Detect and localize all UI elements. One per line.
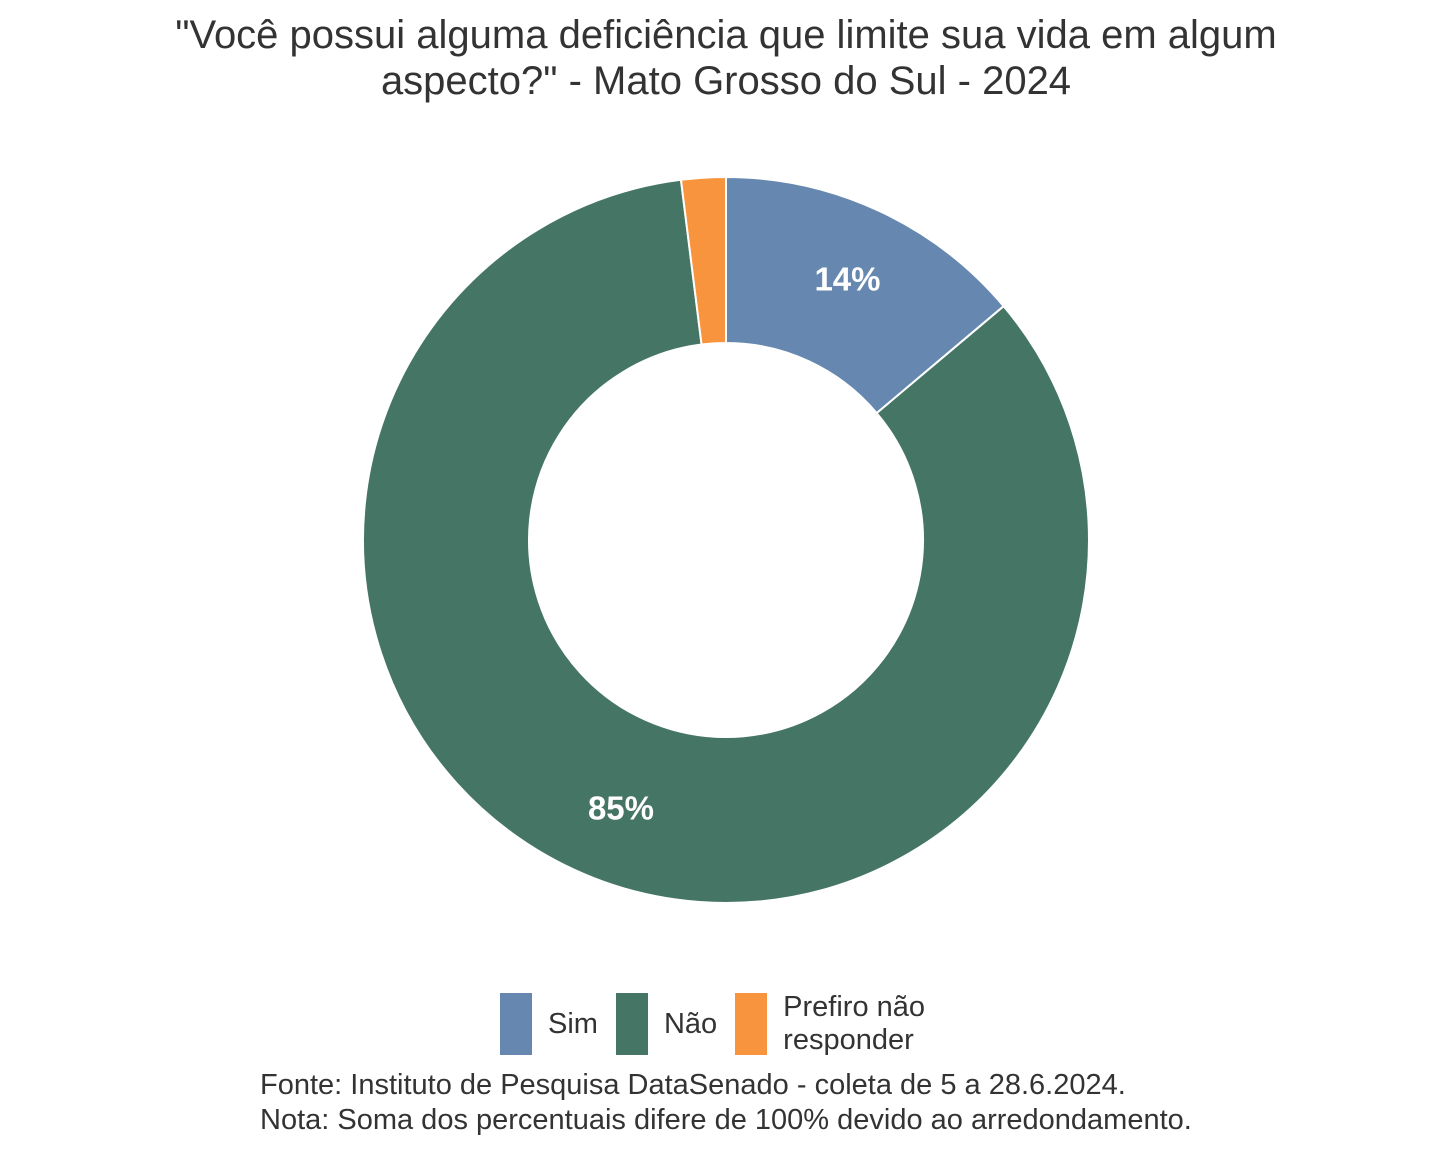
legend-label-sim: Sim [548, 1007, 598, 1040]
chart-caption: Fonte: Instituto de Pesquisa DataSenado … [260, 1068, 1192, 1138]
donut-slice-prefiro-nao-responder [679, 175, 727, 346]
legend-item-nao: Não [615, 993, 718, 1055]
caption-note: Nota: Soma dos percentuais difere de 100… [260, 1104, 1192, 1136]
legend-swatch-prefiro-nao-responder [735, 993, 768, 1055]
data-label-nao: 85% [588, 790, 654, 827]
legend-label-prefiro-nao-responder: Prefiro não responder [783, 991, 926, 1056]
legend-label-nao: Não [663, 1007, 718, 1040]
legend-item-prefiro-nao-responder: Prefiro não responder [735, 991, 925, 1057]
data-label-sim: 14% [814, 260, 880, 297]
donut-slice-sim [725, 175, 1006, 415]
chart-title-line-2: aspecto?" - Mato Grosso do Sul - 2024 [380, 59, 1072, 103]
legend-swatch-sim [500, 993, 532, 1055]
chart-title-line-1: "Você possui alguma deficiência que limi… [175, 13, 1277, 57]
caption-source: Fonte: Instituto de Pesquisa DataSenado … [260, 1069, 1126, 1101]
legend-swatch-nao [615, 993, 648, 1055]
legend: Sim Não Prefiro não responder [500, 991, 943, 1057]
donut-slice-nao [362, 178, 1090, 904]
chart-title: "Você possui alguma deficiência que limi… [0, 12, 1440, 104]
legend-item-sim: Sim [500, 993, 598, 1055]
